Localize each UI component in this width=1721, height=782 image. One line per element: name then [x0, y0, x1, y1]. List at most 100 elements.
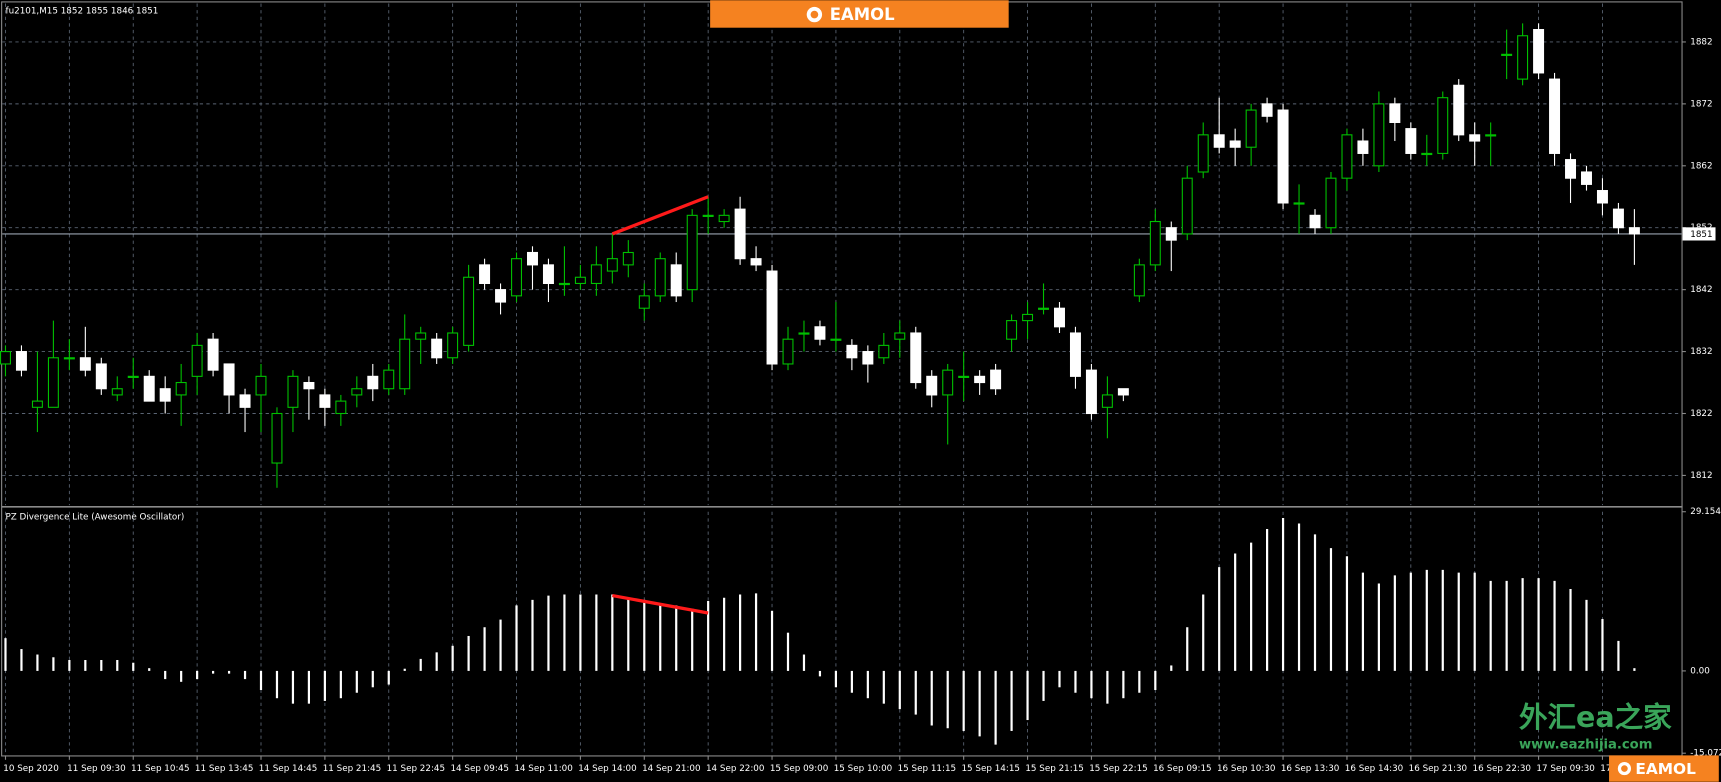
- candle-body: [1405, 128, 1417, 154]
- candle-body: [1165, 227, 1177, 241]
- x-tick-label: 11 Sep 21:45: [323, 764, 382, 774]
- candle-body: [31, 400, 43, 408]
- divergence-line: [612, 593, 709, 615]
- candle-body: [63, 357, 75, 360]
- x-tick-label: 15 Sep 09:00: [770, 764, 829, 774]
- candle-body: [143, 375, 155, 402]
- candle-body: [207, 338, 219, 371]
- candle-body: [1389, 103, 1401, 124]
- x-tick-label: 16 Sep 09:15: [1153, 764, 1212, 774]
- x-tick-label: 11 Sep 13:45: [195, 764, 254, 774]
- x-tick-label: 15 Sep 21:15: [1025, 764, 1084, 774]
- candle-body: [1533, 29, 1545, 74]
- candle-body: [1469, 134, 1481, 142]
- logo-text: EAMOL: [830, 5, 895, 24]
- candle-body: [431, 338, 443, 359]
- candle-body: [958, 375, 970, 378]
- x-tick-label: 15 Sep 11:15: [898, 764, 957, 774]
- current-price-label: 1851: [1690, 230, 1712, 240]
- candle-body: [1261, 103, 1273, 117]
- candle-body: [1596, 190, 1608, 204]
- candle-body: [271, 412, 283, 464]
- candle-body: [1612, 208, 1624, 229]
- candle-body: [239, 394, 251, 408]
- candle-body: [1069, 332, 1081, 377]
- candle-body: [1245, 109, 1257, 148]
- x-tick-label: 16 Sep 22:30: [1473, 764, 1532, 774]
- candle-body: [319, 394, 331, 408]
- candle-body: [255, 375, 267, 396]
- candle-body: [990, 369, 1002, 390]
- candle-body: [367, 375, 379, 390]
- x-tick-label: 16 Sep 10:30: [1217, 764, 1276, 774]
- x-tick-label: 11 Sep 22:45: [387, 764, 446, 774]
- logo-icon-inner: [810, 10, 819, 19]
- candle-body: [175, 381, 187, 396]
- candle-body: [1517, 35, 1529, 80]
- candle-body: [1628, 227, 1640, 235]
- banner-bg: [710, 0, 1009, 28]
- candle-body: [47, 357, 59, 408]
- candle-body: [303, 381, 315, 390]
- marks: [0, 23, 1682, 745]
- candle-body: [223, 363, 235, 396]
- candle-body: [511, 258, 523, 297]
- divergence-line: [611, 195, 709, 236]
- y-tick-label: 1862: [1690, 161, 1712, 171]
- candle-body: [1341, 134, 1353, 179]
- candle-body: [1501, 53, 1513, 56]
- candle-body: [894, 332, 906, 340]
- candle-body: [415, 332, 427, 340]
- candle-body: [1325, 177, 1337, 229]
- candle-body: [1437, 97, 1449, 154]
- candle-body: [1309, 214, 1321, 229]
- candle-body: [495, 289, 507, 303]
- corner-logo-text: EAMOL: [1635, 760, 1696, 778]
- candle-body: [383, 369, 395, 390]
- candle-body: [1101, 394, 1113, 408]
- candle-body: [878, 344, 890, 359]
- candle-body: [1357, 140, 1369, 154]
- candle-body: [862, 351, 874, 365]
- candle-body: [111, 388, 123, 396]
- brand-banner: EAMOL: [710, 0, 1009, 28]
- indicator-title: PZ Divergence Lite (Awesome Oscillator): [5, 513, 184, 523]
- candle-body: [670, 264, 682, 297]
- candle-body: [734, 208, 746, 260]
- y-tick-label: 1832: [1690, 347, 1712, 357]
- candle-body: [942, 369, 954, 396]
- y-tick-label: 1872: [1690, 99, 1712, 109]
- candle-body: [782, 338, 794, 365]
- site-name: 外汇ea之家: [1519, 701, 1672, 734]
- candle-body: [1373, 103, 1385, 167]
- x-tick-label: 14 Sep 09:45: [450, 764, 509, 774]
- candle-body: [926, 375, 938, 396]
- candle-body: [463, 276, 475, 346]
- candle-body: [127, 375, 139, 378]
- candle-body: [1213, 134, 1225, 148]
- y-tick-label: 1812: [1690, 471, 1712, 481]
- candle-body: [798, 332, 810, 335]
- x-tick-label: 15 Sep 22:15: [1089, 764, 1148, 774]
- site-url: www.eazhijia.com: [1519, 737, 1652, 752]
- candle-body: [1581, 171, 1592, 185]
- candle-body: [95, 363, 107, 390]
- candle-body: [479, 264, 491, 285]
- x-tick-label: 16 Sep 21:30: [1409, 764, 1468, 774]
- candle-body: [79, 357, 91, 371]
- labels: fu2101,M15 1852 1855 1846 1851 PZ Diverg…: [3, 7, 1721, 774]
- x-tick-label: 15 Sep 10:00: [834, 764, 893, 774]
- candle-body: [527, 251, 538, 266]
- candle-body: [766, 270, 778, 365]
- candle-body: [1133, 264, 1145, 297]
- candle-body: [814, 326, 826, 340]
- y-tick-label: 1842: [1690, 285, 1712, 295]
- x-tick-label: 16 Sep 13:30: [1281, 764, 1340, 774]
- candle-body: [1117, 388, 1129, 396]
- candle-body: [1085, 369, 1097, 415]
- candle-body: [702, 214, 714, 217]
- candle-body: [1293, 202, 1305, 205]
- x-tick-label: 14 Sep 22:00: [706, 764, 765, 774]
- candle-body: [638, 295, 650, 309]
- y-tick-label: -15.0721: [1690, 749, 1721, 759]
